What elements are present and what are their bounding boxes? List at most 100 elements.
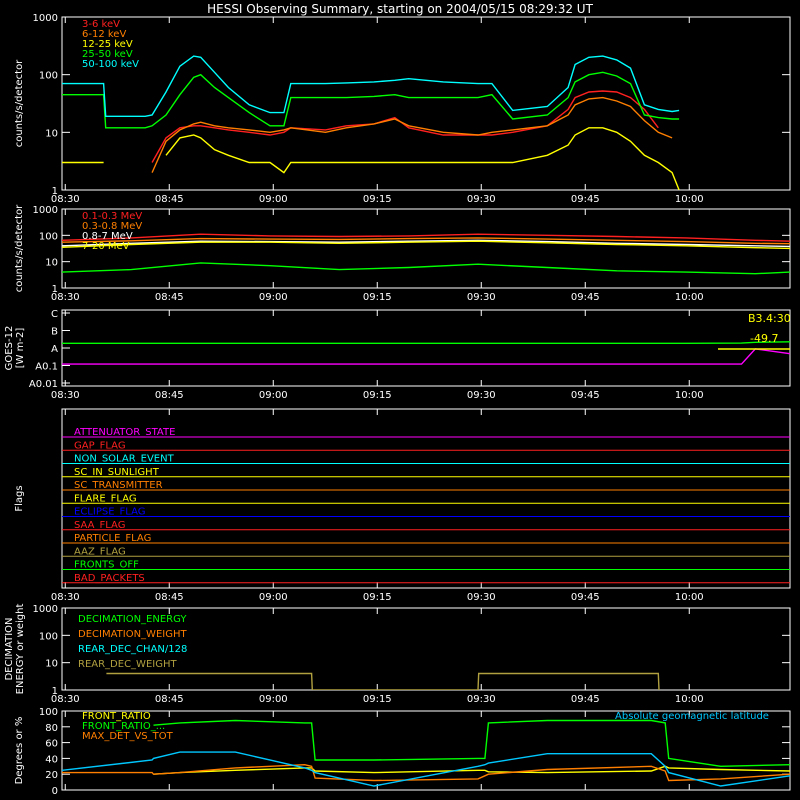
x-tick-label: 09:15 — [363, 292, 392, 303]
x-tick-label: 08:45 — [155, 292, 184, 303]
x-tick-label: 09:45 — [571, 292, 600, 303]
x-tick-label: 08:30 — [51, 194, 80, 205]
y-tick-label: 1000 — [33, 604, 58, 615]
legend-entry: 0.8-7 MeV — [82, 231, 133, 242]
x-tick-label: 09:45 — [571, 592, 600, 603]
x-tick-label: 09:00 — [259, 292, 288, 303]
x-tick-label: 09:15 — [363, 592, 392, 603]
x-tick-label: 08:30 — [51, 390, 80, 401]
x-tick-label: 09:30 — [467, 292, 496, 303]
legend-entry: REAR_DEC_WEIGHT — [78, 659, 177, 670]
flag-label: ECLIPSE_FLAG — [74, 507, 145, 518]
legend-entry: 0.3-0.8 MeV — [82, 221, 142, 232]
x-tick-label: 10:00 — [675, 592, 704, 603]
panel-frame — [61, 208, 791, 289]
y-tick-label: 10 — [45, 258, 58, 269]
x-tick-label: 10:00 — [675, 194, 704, 205]
x-tick-label: 09:00 — [259, 592, 288, 603]
figure-title: HESSI Observing Summary, starting on 200… — [207, 2, 593, 16]
panel-frame — [61, 16, 791, 191]
y-axis-label: Flags — [14, 485, 25, 511]
y-tick-label: 100 — [39, 71, 58, 82]
panel-high-energy: counts/s/detector 1 10 100 1000 08:30 08:45 09:… — [14, 204, 791, 303]
y-tick-label: B — [51, 327, 58, 338]
y-tick-label: C — [51, 309, 58, 320]
y-tick-label: 10 — [45, 659, 58, 670]
y-tick-label: 10 — [45, 128, 58, 139]
series-line-front-ratio- — [153, 719, 790, 768]
flag-label: ATTENUATOR_STATE — [74, 427, 175, 438]
y-tick-label: 20 — [45, 770, 58, 781]
y-tick-label: 40 — [45, 754, 58, 765]
y-axis-label: DECIMATION — [4, 617, 15, 680]
x-tick-label: 10:00 — [675, 694, 704, 705]
flag-label: AAZ_FLAG — [74, 546, 126, 557]
y-axis-label: ENERGY or weight — [15, 604, 26, 695]
series-line-max-det-vs-tot — [62, 763, 790, 782]
flag-label: BAD_PACKETS — [74, 573, 145, 584]
x-tick-label: 09:00 — [259, 390, 288, 401]
flag-label: FRONTS_OFF — [74, 560, 139, 571]
legend-entry: MAX_DET_VS_TOT — [82, 731, 174, 742]
series-line-goes-0 — [62, 341, 790, 344]
legend-entry: 25-50 keV — [82, 49, 133, 60]
legend-entry: DECIMATION_WEIGHT — [78, 629, 187, 640]
y-tick-label: 100 — [39, 707, 58, 718]
legend-entry: Absolute geomagnetic latitude — [615, 711, 769, 722]
series-line-50-100-kev — [62, 55, 680, 117]
legend-entry: FRONT_RATIO_... — [82, 721, 165, 732]
legend-entry: 0.1-0.3 MeV — [82, 211, 142, 222]
flag-label: PARTICLE_FLAG — [74, 533, 151, 544]
x-tick-label: 09:00 — [259, 694, 288, 705]
series-line-12-25-kev — [62, 127, 680, 190]
x-tick-label: 09:30 — [467, 194, 496, 205]
x-tick-label: 09:45 — [571, 194, 600, 205]
y-tick-label: A0.1 — [35, 362, 58, 373]
x-tick-label: 09:15 — [363, 194, 392, 205]
x-tick-label: 09:15 — [363, 390, 392, 401]
legend-entry: DECIMATION_ENERGY — [78, 614, 187, 625]
legend-entry: 3-6 keV — [82, 19, 120, 30]
y-tick-label: 1 — [52, 686, 58, 697]
y-tick-label: 1 — [52, 284, 58, 295]
series-line-6-12-kev — [151, 96, 673, 173]
x-tick-label: 09:15 — [363, 694, 392, 705]
y-tick-label: 0 — [52, 786, 58, 797]
goes-annotation: B3.4:30 — [748, 312, 791, 325]
legend-entry: REAR_DEC_CHAN/128 — [78, 644, 187, 655]
y-tick-label: 1000 — [33, 13, 58, 24]
panel-ratios: Degrees or % 0 20 40 60 80 100 FRONT_RATIOFRONT… — [14, 707, 791, 797]
series-line-high-energy-4 — [62, 262, 790, 275]
series-line-goes-1 — [62, 348, 790, 365]
x-tick-label: 08:45 — [155, 390, 184, 401]
y-tick-label: A — [51, 344, 58, 355]
y-tick-label: 100 — [39, 231, 58, 242]
flag-label: SC_TRANSMITTER — [74, 480, 163, 491]
y-axis-label: Degrees or % — [14, 717, 25, 785]
flag-label: FLARE_FLAG — [74, 493, 137, 504]
flag-label: GAP_FLAG — [74, 440, 126, 451]
legend-entry: 7-20 MeV — [82, 241, 130, 252]
y-tick-label: A0.01 — [29, 379, 58, 390]
x-tick-label: 09:45 — [571, 390, 600, 401]
flag-label: NON_SOLAR_EVENT — [74, 454, 175, 465]
series-line-front-ratio — [153, 765, 790, 775]
x-tick-label: 08:45 — [155, 694, 184, 705]
x-tick-label: 08:30 — [51, 592, 80, 603]
series-line-3-6-kev — [151, 90, 659, 163]
x-tick-label: 09:30 — [467, 592, 496, 603]
series-line-25-50-kev — [62, 71, 680, 129]
x-tick-label: 08:45 — [155, 592, 184, 603]
x-tick-label: 10:00 — [675, 292, 704, 303]
y-tick-label: 100 — [39, 631, 58, 642]
series-line-7-20-mev — [62, 240, 790, 250]
panel-frame — [61, 408, 791, 589]
legend-entry: 12-25 keV — [82, 39, 133, 50]
series-line-0-3-0-8-mev — [62, 237, 790, 245]
legend-entry: 6-12 keV — [82, 29, 126, 40]
x-tick-label: 08:30 — [51, 694, 80, 705]
panel-decimation: DECIMATION ENERGY or weight 1 10 100 1000 08:3… — [4, 604, 791, 705]
y-axis-label: counts/s/detector — [14, 204, 25, 292]
